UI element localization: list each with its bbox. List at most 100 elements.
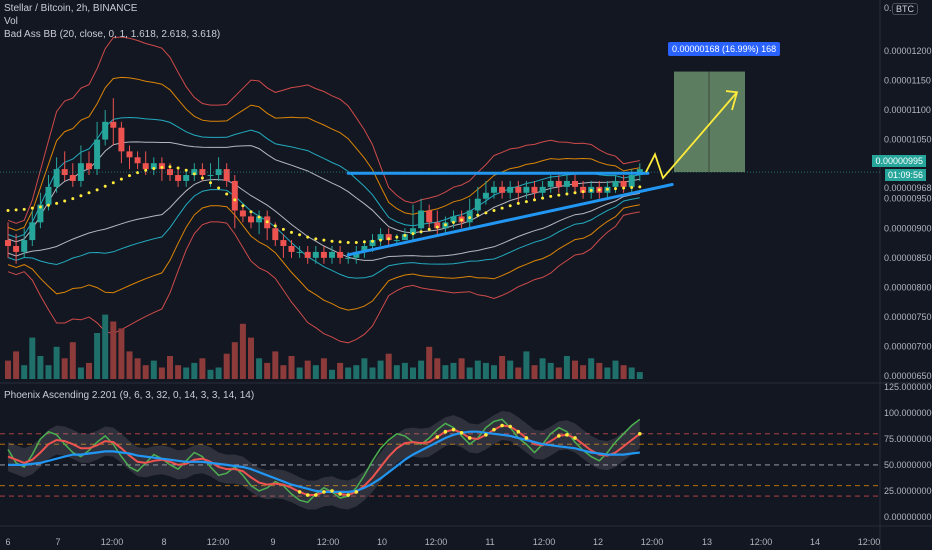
time-tick-label: 7 [55, 537, 60, 547]
position-tag[interactable]: 0.00000168 (16.99%) 168 [668, 42, 781, 56]
candle-body [280, 240, 287, 246]
sar-dot [622, 186, 626, 190]
candle-body [547, 180, 554, 187]
candle-body [223, 169, 230, 181]
sar-dot [557, 193, 561, 197]
volume-bar [223, 353, 230, 379]
volume-bar [53, 346, 60, 379]
volume-bar [531, 365, 538, 379]
volume-bar [175, 365, 182, 379]
candle-body [61, 169, 68, 176]
volume-bar [142, 365, 149, 379]
price-tick-label: 0.00000650 [884, 371, 932, 381]
volume-bar [499, 356, 506, 379]
sar-dot [605, 187, 609, 191]
volume-bar [329, 369, 335, 379]
sar-dot [225, 192, 229, 196]
volume-bar [69, 342, 76, 379]
volume-bar [482, 362, 489, 379]
time-tick-label: 12:00 [750, 537, 773, 547]
candle-body [272, 228, 279, 241]
sar-dot [346, 240, 350, 244]
sar-dot [192, 172, 196, 176]
sar-dot [524, 200, 528, 204]
price-tick-label: 0.00000750 [884, 312, 932, 322]
volume-bar [426, 346, 433, 379]
price-tick-label: 0.00001050 [884, 135, 932, 145]
sar-dot [79, 194, 83, 198]
sar-dot [63, 199, 67, 203]
sar-dot [119, 177, 123, 181]
volume-bar [369, 367, 376, 379]
sar-dot [460, 218, 464, 222]
candle-body [563, 180, 570, 187]
candle-body [248, 216, 254, 223]
oscillator-legend: Phoenix Ascending 2.201 (9, 6, 3, 32, 0,… [4, 390, 255, 401]
candle-body [69, 175, 76, 181]
volume-bar [272, 351, 279, 379]
sar-dot [419, 230, 423, 234]
sar-dot [128, 174, 131, 178]
candle-body [167, 169, 173, 176]
sar-dot [290, 230, 293, 234]
sar-dot [476, 213, 480, 217]
candle-body [288, 245, 295, 252]
volume-bar [563, 356, 570, 379]
volume-bar [61, 358, 68, 379]
candle-body [13, 245, 20, 252]
oscillator-extreme-dot [508, 424, 512, 429]
band-third-upper [7, 76, 640, 231]
volume-bar [86, 362, 92, 379]
candle-body [150, 163, 157, 170]
volume-bar [434, 358, 441, 379]
volume-bar [474, 360, 481, 379]
price-tick-label: 0.00000700 [884, 342, 932, 352]
oscillator-extreme-dot [297, 490, 302, 494]
volume-bar [337, 362, 344, 379]
volume-bar [264, 362, 271, 379]
oscillator-tick-label: 50.00000000 [884, 460, 932, 470]
candle-body [628, 175, 635, 187]
price-tick-label: 0.00000900 [884, 223, 932, 233]
time-tick-label: 13 [702, 537, 712, 547]
volume-bar [29, 337, 36, 379]
candle-body [612, 180, 619, 187]
time-tick-label: 11 [485, 537, 494, 547]
candle-body [531, 186, 538, 193]
sar-dot [314, 237, 318, 241]
candle-body [385, 234, 392, 241]
time-tick-label: 6 [5, 537, 10, 547]
volume-bar [450, 362, 457, 379]
volume-bar [77, 367, 84, 379]
volume-bar [191, 362, 198, 379]
oscillator-extreme-dot [322, 490, 326, 494]
candle-body [53, 169, 60, 187]
candle-body [555, 180, 562, 187]
sar-dot [176, 166, 180, 170]
oscillator-extreme-dot [314, 493, 318, 497]
volume-bar [410, 367, 416, 379]
sar-dot [395, 235, 399, 239]
sar-dot [160, 165, 164, 169]
sar-dot [427, 227, 431, 231]
candle-body [401, 234, 408, 241]
volume-bar [628, 367, 635, 379]
candle-body [499, 186, 506, 193]
oscillator-extreme-dot [492, 427, 496, 432]
currency-badge[interactable]: BTC [892, 3, 918, 15]
oscillator-extreme-dot [573, 436, 577, 440]
oscillator-extreme-dot [467, 436, 472, 440]
sar-dot [281, 227, 285, 231]
price-tick-label: 0.00000950 [884, 194, 932, 204]
volume-bar [636, 372, 643, 379]
oscillator-extreme-dot [305, 493, 310, 497]
sar-dot [103, 184, 107, 188]
sar-dot [257, 215, 261, 219]
oscillator-extreme-dot [354, 490, 359, 494]
candle-body [199, 169, 206, 176]
sar-dot [6, 209, 10, 213]
candle-body [296, 251, 303, 253]
volume-bar [604, 367, 611, 379]
